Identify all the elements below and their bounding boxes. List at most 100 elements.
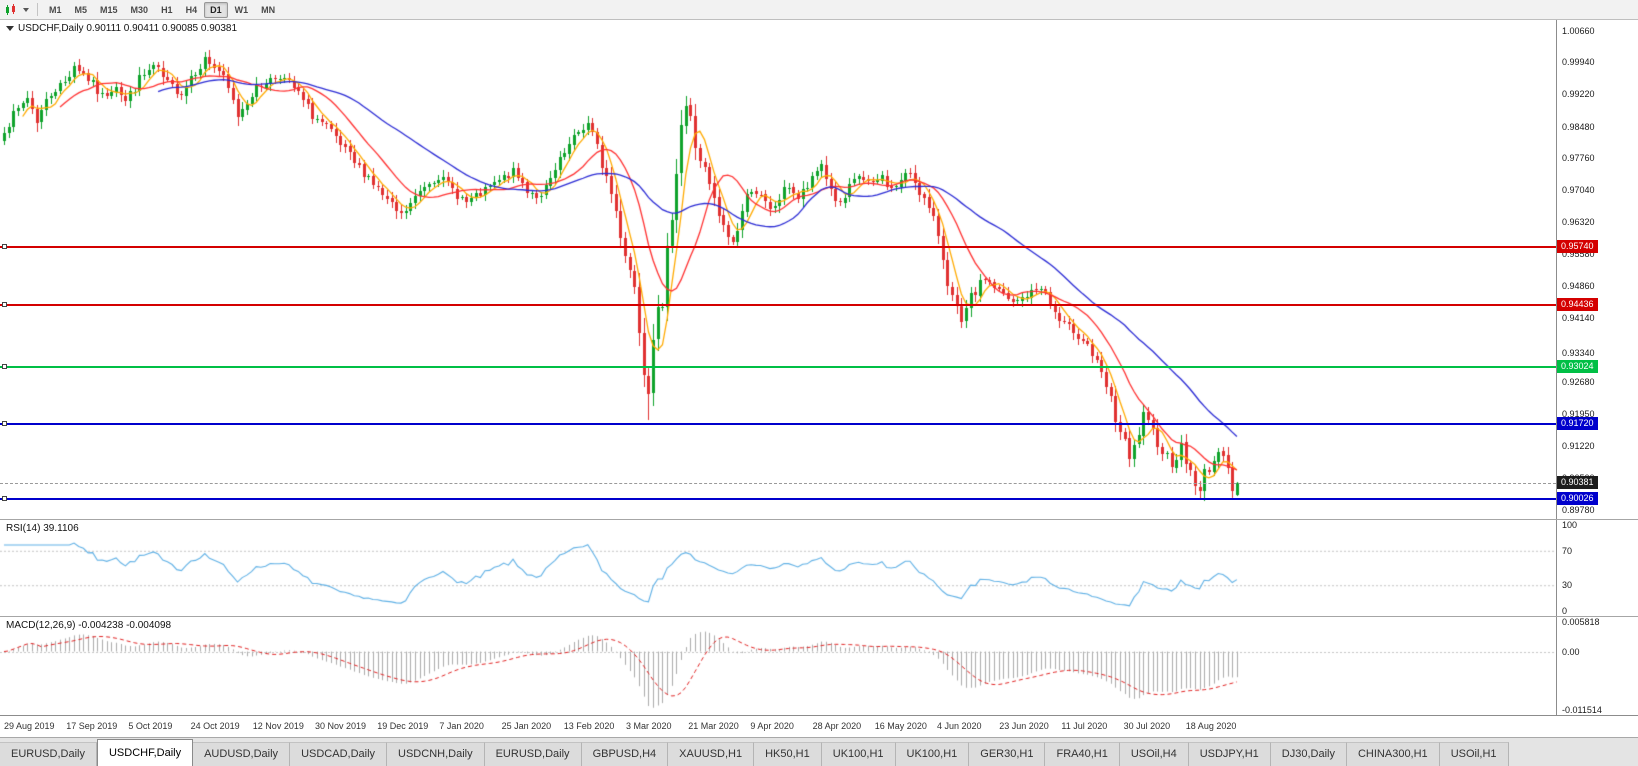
chart-ohlc-readout: USDCHF,Daily 0.90111 0.90411 0.90085 0.9… <box>6 23 237 34</box>
timeframe-button-h1[interactable]: H1 <box>161 4 173 15</box>
price-axis-label: 0.98480 <box>1562 121 1595 132</box>
macd-axis-label: -0.011514 <box>1562 705 1602 716</box>
date-label: 3 Mar 2020 <box>626 721 672 732</box>
date-label: 9 Apr 2020 <box>750 721 794 732</box>
toolbar-separator <box>37 3 38 16</box>
chart-tab-usdchf-daily[interactable]: USDCHF,Daily <box>96 739 194 766</box>
chart-tab-uk100-h1[interactable]: UK100,H1 <box>821 742 896 766</box>
date-label: 30 Jul 2020 <box>1123 721 1171 732</box>
price-level-badge: 0.93024 <box>1557 359 1598 373</box>
timeframe-button-d1[interactable]: D1 <box>204 1 228 18</box>
horizontal-line-0.95740[interactable] <box>0 246 1556 249</box>
line-handle[interactable] <box>2 244 7 250</box>
chevron-down-icon[interactable] <box>23 7 29 12</box>
rsi-axis-label: 0 <box>1562 606 1568 617</box>
chart-tab-gbpusd-h4[interactable]: GBPUSD,H4 <box>581 742 669 766</box>
line-handle[interactable] <box>2 301 7 307</box>
date-label: 23 Jun 2020 <box>999 721 1049 732</box>
price-axis-label: 0.91950 <box>1562 409 1595 420</box>
line-handle[interactable] <box>2 421 7 427</box>
rsi-canvas[interactable] <box>0 520 1556 617</box>
chart-tab-fra40-h1[interactable]: FRA40,H1 <box>1045 742 1120 766</box>
chart-tab-hk50-h1[interactable]: HK50,H1 <box>754 742 822 766</box>
horizontal-line-0.94436[interactable] <box>0 303 1556 306</box>
horizontal-line-0.90026[interactable] <box>0 498 1556 501</box>
timeframe-button-m1[interactable]: M1 <box>49 4 62 15</box>
rsi-pane: RSI(14) 39.1106 100 70 30 0 <box>0 520 1638 617</box>
timeframe-button-mn[interactable]: MN <box>261 4 276 15</box>
price-level-badge: 0.94436 <box>1557 297 1598 311</box>
ohlc-text: USDCHF,Daily 0.90111 0.90411 0.90085 0.9… <box>18 23 238 34</box>
date-label: 28 Apr 2020 <box>812 721 862 732</box>
rsi-title: RSI(14) 39.1106 <box>6 523 79 535</box>
macd-axis[interactable]: 0.005818 0.00 -0.011514 <box>1556 617 1638 716</box>
price-axis-label: 0.97040 <box>1562 185 1595 196</box>
rsi-axis-label: 30 <box>1562 580 1573 591</box>
macd-title: MACD(12,26,9) -0.004238 -0.004098 <box>6 620 172 632</box>
line-handle[interactable] <box>2 496 7 502</box>
chart-tab-xauusd-h1[interactable]: XAUUSD,H1 <box>668 742 755 766</box>
date-label: 21 Mar 2020 <box>688 721 739 732</box>
date-label: 4 Jun 2020 <box>937 721 982 732</box>
tab-bar: EURUSD,Daily USDCHF,Daily AUDUSD,Daily USDC… <box>0 737 1638 766</box>
price-plot[interactable]: USDCHF,Daily 0.90111 0.90411 0.90085 0.9… <box>0 20 1556 520</box>
rsi-plot[interactable]: RSI(14) 39.1106 <box>0 520 1556 617</box>
price-canvas[interactable] <box>0 20 1556 520</box>
timeframe-button-h4[interactable]: H4 <box>185 4 198 15</box>
price-axis-label: 0.92680 <box>1562 377 1595 388</box>
chart-tab-audusd-daily[interactable]: AUDUSD,Daily <box>193 742 291 766</box>
date-label: 17 Sep 2019 <box>66 721 118 732</box>
date-label: 24 Oct 2019 <box>190 721 240 732</box>
timeframe-button-m15[interactable]: M15 <box>100 4 118 15</box>
macd-pane: MACD(12,26,9) -0.004238 -0.004098 0.0058… <box>0 617 1638 716</box>
price-axis-label: 0.99220 <box>1562 89 1595 99</box>
date-label: 7 Jan 2020 <box>439 721 484 732</box>
time-axis[interactable]: 29 Aug 2019 17 Sep 2019 5 Oct 2019 24 Oct 2… <box>0 715 1638 737</box>
rsi-axis-label: 70 <box>1562 546 1573 557</box>
macd-plot[interactable]: MACD(12,26,9) -0.004238 -0.004098 <box>0 617 1556 716</box>
price-axis-label: 0.89780 <box>1562 504 1595 515</box>
macd-canvas[interactable] <box>0 617 1556 716</box>
chart-tab-usdjpy-h1[interactable]: USDJPY,H1 <box>1188 742 1271 766</box>
chart-tab-usdcad-daily[interactable]: USDCAD,Daily <box>290 742 388 766</box>
date-label: 12 Nov 2019 <box>252 721 304 732</box>
price-axis[interactable]: 1.00660 0.99940 0.99220 0.98480 0.97760 0.970… <box>1556 20 1638 520</box>
timeframe-button-w1[interactable]: W1 <box>234 4 249 15</box>
price-level-badge: 0.91720 <box>1557 417 1598 431</box>
horizontal-line-0.93024[interactable] <box>0 365 1556 368</box>
chart-tab-china300-h1[interactable]: CHINA300,H1 <box>1346 742 1440 766</box>
horizontal-line-0.91720[interactable] <box>0 423 1556 426</box>
chart-workspace: USDCHF,Daily 0.90111 0.90411 0.90085 0.9… <box>0 20 1638 737</box>
price-axis-label: 0.99940 <box>1562 57 1595 68</box>
rsi-axis[interactable]: 100 70 30 0 <box>1556 520 1638 617</box>
chart-tab-usdcnh-daily[interactable]: USDCNH,Daily <box>387 742 485 766</box>
chart-tab-uk100-h1[interactable]: UK100,H1 <box>895 742 970 766</box>
timeframe-button-m5[interactable]: M5 <box>74 4 88 15</box>
timeframe-button-m30[interactable]: M30 <box>130 4 149 15</box>
date-label: 30 Nov 2019 <box>315 721 367 732</box>
date-label: 29 Aug 2019 <box>4 721 55 732</box>
chart-tab-dj30-daily[interactable]: DJ30,Daily <box>1270 742 1347 766</box>
current-price-badge: 0.90381 <box>1557 476 1598 490</box>
date-label: 5 Oct 2019 <box>128 721 173 732</box>
candlestick-chart-icon[interactable] <box>4 3 18 16</box>
pane-divider-rsi[interactable] <box>0 519 1638 521</box>
top-toolbar: M1 M5 M15 M30 H1 H4 D1 W1 MN <box>0 0 1638 20</box>
price-axis-label: 0.95580 <box>1562 249 1595 260</box>
chart-tab-eurusd-daily[interactable]: EURUSD,Daily <box>0 742 97 766</box>
chart-tab-eurusd-daily[interactable]: EURUSD,Daily <box>484 742 582 766</box>
date-label: 13 Feb 2020 <box>563 721 615 732</box>
price-axis-label: 0.91220 <box>1562 441 1595 452</box>
macd-axis-label: 0.00 <box>1562 646 1580 657</box>
chart-tab-usoil-h1[interactable]: USOil,H1 <box>1439 742 1509 766</box>
current-price-line <box>0 483 1556 485</box>
timeframe-group: M1 M5 M15 M30 H1 H4 D1 W1 MN <box>43 1 281 18</box>
price-level-badge: 0.95740 <box>1557 240 1598 254</box>
chart-tab-usoil-h4[interactable]: USOil,H4 <box>1119 742 1189 766</box>
rsi-axis-label: 100 <box>1562 520 1578 531</box>
pane-divider-macd[interactable] <box>0 616 1638 618</box>
price-axis-label: 0.96320 <box>1562 216 1595 227</box>
one-click-trading-toggle[interactable] <box>6 26 14 31</box>
line-handle[interactable] <box>2 363 7 369</box>
chart-tab-ger30-h1[interactable]: GER30,H1 <box>969 742 1046 766</box>
